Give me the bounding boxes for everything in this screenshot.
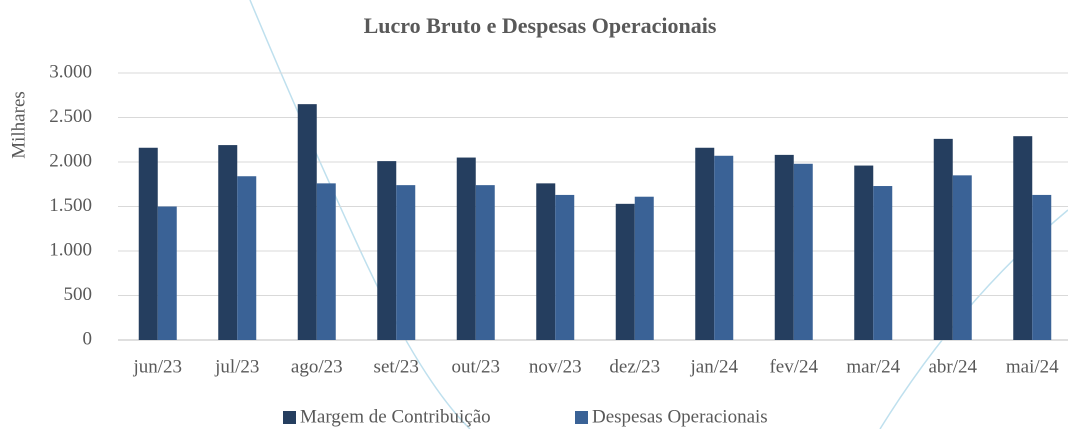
bar: [555, 194, 575, 340]
bar: [475, 185, 495, 340]
x-tick-label: fev/24: [769, 356, 818, 377]
x-tick-label: mar/24: [846, 356, 900, 377]
y-tick-label: 0: [83, 328, 93, 349]
bar: [536, 183, 556, 340]
y-tick-label: 1.000: [49, 239, 92, 260]
bar: [1013, 136, 1033, 340]
bar: [237, 176, 257, 340]
bar: [714, 155, 734, 340]
bar: [695, 147, 715, 340]
x-tick-label: out/23: [451, 356, 500, 377]
bar: [873, 186, 893, 340]
y-tick-label: 2.500: [49, 106, 92, 127]
legend-swatch: [283, 411, 296, 424]
legend-label: Margem de Contribuição: [300, 406, 491, 427]
y-tick-label: 500: [64, 284, 93, 305]
bar: [396, 185, 416, 340]
x-tick-label: jul/23: [214, 356, 259, 377]
bar: [615, 203, 635, 340]
decorative-curve: [249, 0, 471, 429]
bar: [634, 196, 654, 340]
bar: [456, 157, 476, 340]
y-tick-label: 1.500: [49, 195, 92, 216]
y-tick-label: 3.000: [49, 61, 92, 82]
x-tick-label: set/23: [374, 356, 419, 377]
bar: [218, 145, 238, 340]
bar: [157, 206, 177, 340]
bar: [854, 165, 874, 340]
bar: [377, 161, 397, 340]
x-tick-label: mai/24: [1006, 356, 1059, 377]
bar: [297, 104, 317, 341]
bar: [793, 163, 813, 340]
x-tick-label: abr/24: [928, 356, 977, 377]
x-tick-label: nov/23: [529, 356, 582, 377]
legend-label: Despesas Operacionais: [592, 406, 768, 427]
legend-swatch: [575, 411, 588, 424]
bar: [933, 138, 953, 340]
x-tick-label: jan/24: [690, 356, 739, 377]
x-tick-label: ago/23: [291, 356, 343, 377]
bar: [1032, 194, 1052, 340]
legend: Margem de Contribuição Despesas Operacion…: [283, 406, 768, 427]
y-axis-label: Milhares: [8, 91, 29, 159]
bar: [316, 183, 336, 340]
x-tick-label: dez/23: [609, 356, 660, 377]
bar: [952, 175, 972, 340]
x-tick-label: jun/23: [132, 356, 182, 377]
bar: [774, 154, 794, 340]
bar: [138, 147, 158, 340]
y-tick-label: 2.000: [49, 150, 92, 171]
chart-title: Lucro Bruto e Despesas Operacionais: [364, 13, 717, 38]
